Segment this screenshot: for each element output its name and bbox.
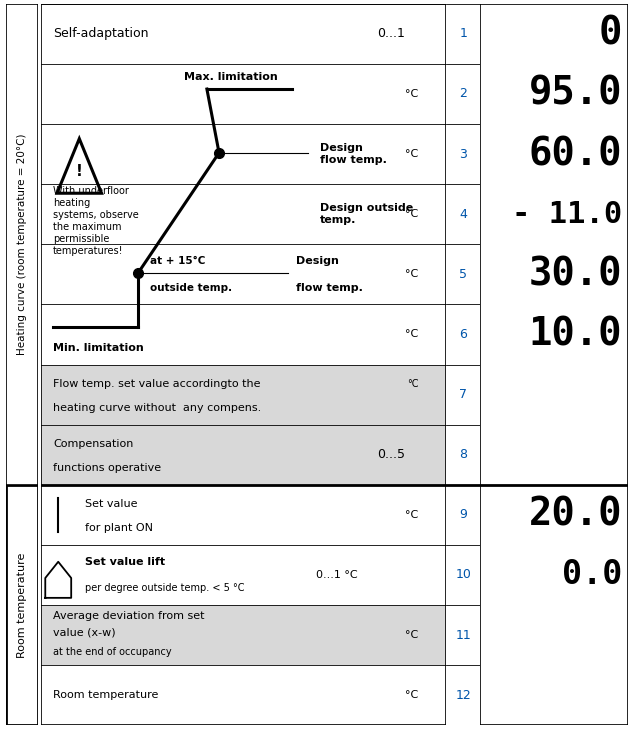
Bar (41, 424, 446, 485)
Text: 2: 2 (459, 87, 467, 101)
Text: °C: °C (408, 379, 419, 389)
Text: 5: 5 (459, 268, 467, 281)
Text: 1: 1 (459, 27, 467, 40)
Text: outside temp.: outside temp. (150, 283, 232, 292)
Text: 20.0: 20.0 (529, 496, 622, 534)
Text: at the end of occupancy: at the end of occupancy (53, 647, 171, 657)
Text: 0: 0 (598, 15, 622, 52)
Text: permissible: permissible (53, 235, 109, 244)
Text: 10: 10 (455, 569, 471, 582)
Bar (41, 545, 446, 605)
Bar (41, 184, 446, 244)
Text: Set value: Set value (85, 499, 138, 509)
Bar (41, 244, 446, 305)
Text: With underfloor: With underfloor (53, 187, 129, 196)
Text: heating: heating (53, 198, 90, 208)
Text: Min. limitation: Min. limitation (53, 343, 144, 353)
Text: systems, observe: systems, observe (53, 211, 139, 220)
Text: 0...1 °C: 0...1 °C (317, 570, 358, 580)
Bar (41, 605, 446, 666)
Text: 10.0: 10.0 (529, 316, 622, 354)
Text: Room temperature: Room temperature (53, 690, 158, 701)
Text: 7: 7 (459, 388, 467, 401)
Text: °C: °C (406, 89, 419, 99)
Text: 9: 9 (459, 508, 467, 521)
Text: - 11.0: - 11.0 (512, 200, 622, 229)
Text: 3: 3 (459, 147, 467, 160)
Text: at + 15°C: at + 15°C (150, 256, 205, 266)
Text: 0.0: 0.0 (561, 558, 622, 591)
Text: heating curve without  any compens.: heating curve without any compens. (53, 403, 261, 413)
Bar (41, 485, 446, 545)
Text: Set value lift: Set value lift (85, 557, 166, 566)
Text: 12: 12 (455, 689, 471, 702)
Text: the maximum: the maximum (53, 222, 121, 233)
Text: Compensation: Compensation (53, 439, 133, 449)
Bar (41, 64, 446, 124)
Bar (41, 4, 446, 64)
Text: !: ! (76, 164, 83, 179)
Text: functions operative: functions operative (53, 463, 161, 473)
Text: Average deviation from set: Average deviation from set (53, 611, 205, 621)
Text: Self-adaptation: Self-adaptation (53, 27, 148, 40)
Bar (41, 666, 446, 725)
Text: °C: °C (406, 149, 419, 159)
Text: Max. limitation: Max. limitation (185, 72, 278, 82)
Text: °C: °C (406, 209, 419, 219)
Text: 30.0: 30.0 (529, 255, 622, 293)
Bar (41, 124, 446, 184)
Text: 95.0: 95.0 (529, 75, 622, 113)
Text: Room temperature: Room temperature (17, 553, 27, 658)
Text: 8: 8 (459, 448, 467, 461)
Text: °C: °C (406, 330, 419, 340)
Text: Heating curve (room temperature = 20°C): Heating curve (room temperature = 20°C) (17, 133, 27, 355)
Text: Design outside
temp.: Design outside temp. (320, 203, 414, 225)
Text: for plant ON: for plant ON (85, 523, 153, 533)
Text: flow temp.: flow temp. (296, 283, 363, 292)
Text: °C: °C (406, 510, 419, 520)
Bar (41, 364, 446, 424)
Text: 0...1: 0...1 (377, 27, 406, 40)
Text: 0...5: 0...5 (377, 448, 406, 461)
Text: Design
flow temp.: Design flow temp. (320, 143, 387, 165)
Text: Flow temp. set value accordingto the: Flow temp. set value accordingto the (53, 379, 261, 389)
Bar (41, 305, 446, 364)
Text: value (x-w): value (x-w) (53, 627, 116, 637)
Text: °C: °C (406, 630, 419, 640)
Text: 6: 6 (459, 328, 467, 341)
Text: per degree outside temp. < 5 °C: per degree outside temp. < 5 °C (85, 583, 245, 593)
Text: 4: 4 (459, 208, 467, 221)
Text: 11: 11 (455, 628, 471, 642)
Text: temperatures!: temperatures! (53, 246, 124, 257)
Text: 60.0: 60.0 (529, 135, 622, 173)
Text: °C: °C (406, 690, 419, 701)
Text: °C: °C (406, 269, 419, 279)
Text: Design: Design (296, 256, 339, 266)
